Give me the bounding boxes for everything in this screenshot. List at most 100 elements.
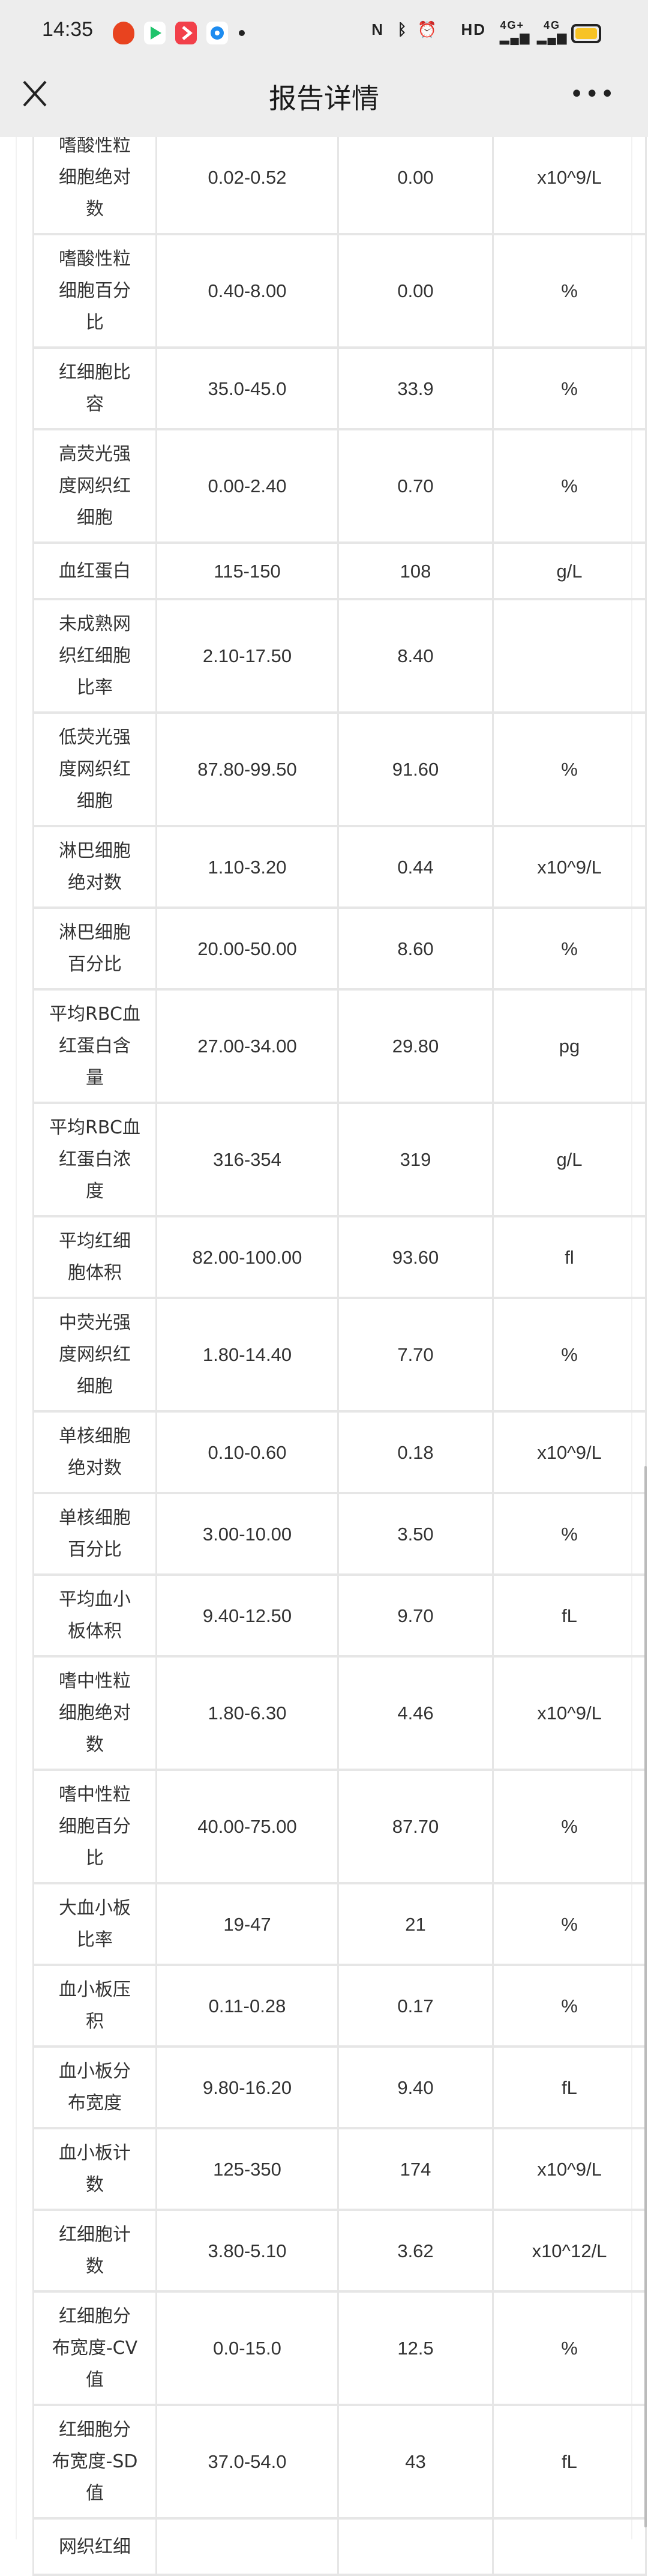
unit: g/L [492,541,647,600]
table-row: 平均血小 板体积 9.40-12.50 9.70 fL [32,1573,647,1658]
table-row: 红细胞比容 35.0-45.0 33.9% [32,346,647,430]
table-row: 淋巴细胞 百分比 20.00-50.00 8.60% [32,906,647,991]
test-item-name-line: 度网织红 [59,475,131,496]
signal-4g-icon: 4G [543,19,560,31]
test-item-name-line: 胞体积 [68,1262,122,1283]
test-item-name-line: 血小板分 [59,2061,131,2082]
result-value: 93.60 [337,1215,494,1299]
test-item-name: 血小板分 布宽度 [32,2045,157,2129]
tomato-app-icon [113,22,134,44]
reference-range: 35.0-45.0 [155,346,339,430]
table-row: 高荧光强 度网织红 细胞 0.00-2.40 0.70% [32,428,647,544]
test-item-name-line: 单核细胞 [59,1426,131,1447]
test-item-name-line: 红细胞比 [59,362,131,383]
signal-bars-icon: ▂▄▆ [537,31,568,44]
test-item-name-line: 板体积 [68,1621,122,1642]
unit: x10^9/L [492,825,647,909]
unit: fL [492,1573,647,1658]
table-row: 红细胞计数 3.80-5.10 3.62 x10^12/L [32,2209,647,2293]
reference-range: 0.0-15.0 [155,2290,339,2406]
unit: % [492,906,647,991]
result-value: 8.60 [337,906,494,991]
more-options-button[interactable]: ••• [569,80,616,108]
status-time: 14:35 [42,18,94,41]
unit: fL [492,2404,647,2520]
scrollbar[interactable] [644,1466,647,2527]
test-item-name: 低荧光强 度网织红 细胞 [32,711,157,827]
reference-range: 125-350 [155,2127,339,2211]
unit: fL [492,2045,647,2129]
test-item-name-line: 百分比 [68,954,122,975]
test-item-name: 血红蛋白 [32,541,157,600]
unit: x10^9/L [492,2127,647,2211]
result-value: 87.70 [337,1769,494,1884]
test-item-name-line: 度 [86,1181,104,1202]
result-value: 8.40 [337,598,494,714]
test-item-name: 血小板计数 [32,2127,157,2211]
table-row: 中荧光强 度网织红 细胞 1.80-14.40 7.70% [32,1297,647,1413]
test-item-name: 嗜酸性粒 细胞绝对数 [32,119,157,235]
result-value: 33.9 [337,346,494,430]
test-item-name: 大血小板 比率 [32,1882,157,1966]
test-item-name-line: 细胞 [77,507,113,528]
test-item-name-line: 布宽度-CV [52,2338,138,2359]
unit: % [492,1297,647,1413]
test-item-name-line: 细胞绝对 [59,167,131,188]
test-item-name: 淋巴细胞 百分比 [32,906,157,991]
table-row: 平均RBC血 红蛋白浓度 316-354 319 g/L [32,1102,647,1217]
reference-range: 27.00-34.00 [155,988,339,1104]
table-row: 低荧光强 度网织红 细胞 87.80-99.50 91.60% [32,711,647,827]
nfc-icon: N [371,20,384,38]
unit: x10^9/L [492,119,647,235]
reference-range: 3.80-5.10 [155,2209,339,2293]
signal-4g-plus-icon: 4G+ [500,19,524,31]
reference-range: 0.02-0.52 [155,119,339,235]
test-item-name-line: 绝对数 [68,1458,122,1479]
test-item-name-line: 积 [86,2011,104,2032]
result-value: 7.70 [337,1297,494,1413]
signal-bars-icon: ▂▄▆ [500,31,530,44]
table-row: 嗜中性粒 细胞百分比 40.00-75.00 87.70% [32,1769,647,1884]
test-item-name: 平均RBC血 红蛋白含量 [32,988,157,1104]
test-item-name-line: 布宽度 [68,2093,122,2114]
test-item-name: 嗜中性粒 细胞百分比 [32,1769,157,1884]
test-item-name-line: 未成熟网 [59,614,131,635]
test-item-name: 红细胞分 布宽度-SD 值 [32,2404,157,2520]
result-value: 91.60 [337,711,494,827]
result-value: 4.46 [337,1655,494,1771]
status-bar: 14:35 N ᛒ ⏰ HD 4G+ 4G ▂▄▆ ▂▄▆ [0,0,648,60]
test-item-name-line: 布宽度-SD [52,2451,138,2472]
test-item-name-line: 比率 [77,677,113,698]
table-row: 嗜酸性粒 细胞百分比 0.40-8.00 0.00% [32,233,647,349]
result-value: 0.18 [337,1410,494,1494]
reference-range [155,2517,339,2576]
reference-range: 82.00-100.00 [155,1215,339,1299]
test-item-name: 高荧光强 度网织红 细胞 [32,428,157,544]
table-row: 嗜中性粒 细胞绝对数 1.80-6.30 4.46 x10^9/L [32,1655,647,1771]
reference-range: 115-150 [155,541,339,600]
test-item-name: 血小板压积 [32,1964,157,2048]
result-value: 3.50 [337,1492,494,1576]
top-bar: 14:35 N ᛒ ⏰ HD 4G+ 4G ▂▄▆ ▂▄▆ 报告详情 ••• [0,0,648,137]
test-item-name-line: 血红蛋白 [59,560,131,582]
test-item-name-line: 细胞 [77,791,113,812]
test-item-name-line: 红蛋白浓 [59,1149,131,1170]
video-app-icon [144,22,166,44]
notification-dot-icon [239,30,245,36]
report-table-container: 嗜酸性粒 细胞绝对数 0.02-0.52 0.00 x10^9/L 嗜酸性粒 细胞百分比 0.… [32,119,647,2576]
test-item-name-line: 淋巴细胞 [59,922,131,943]
page-title: 报告详情 [269,82,379,115]
reference-range: 0.40-8.00 [155,233,339,349]
alarm-icon: ⏰ [417,20,438,38]
reference-range: 2.10-17.50 [155,598,339,714]
unit: x10^12/L [492,2209,647,2293]
test-item-name: 网织红细 [32,2517,157,2576]
test-item-name-line: 单核细胞 [59,1507,131,1528]
unit: x10^9/L [492,1410,647,1494]
test-item-name: 红细胞分 布宽度-CV 值 [32,2290,157,2406]
test-item-name-line: 淋巴细胞 [59,840,131,861]
test-item-name-line: 平均RBC血 [49,1117,140,1138]
test-item-name: 未成熟网 织红细胞 比率 [32,598,157,714]
reference-range: 1.80-6.30 [155,1655,339,1771]
close-button[interactable] [22,79,52,109]
